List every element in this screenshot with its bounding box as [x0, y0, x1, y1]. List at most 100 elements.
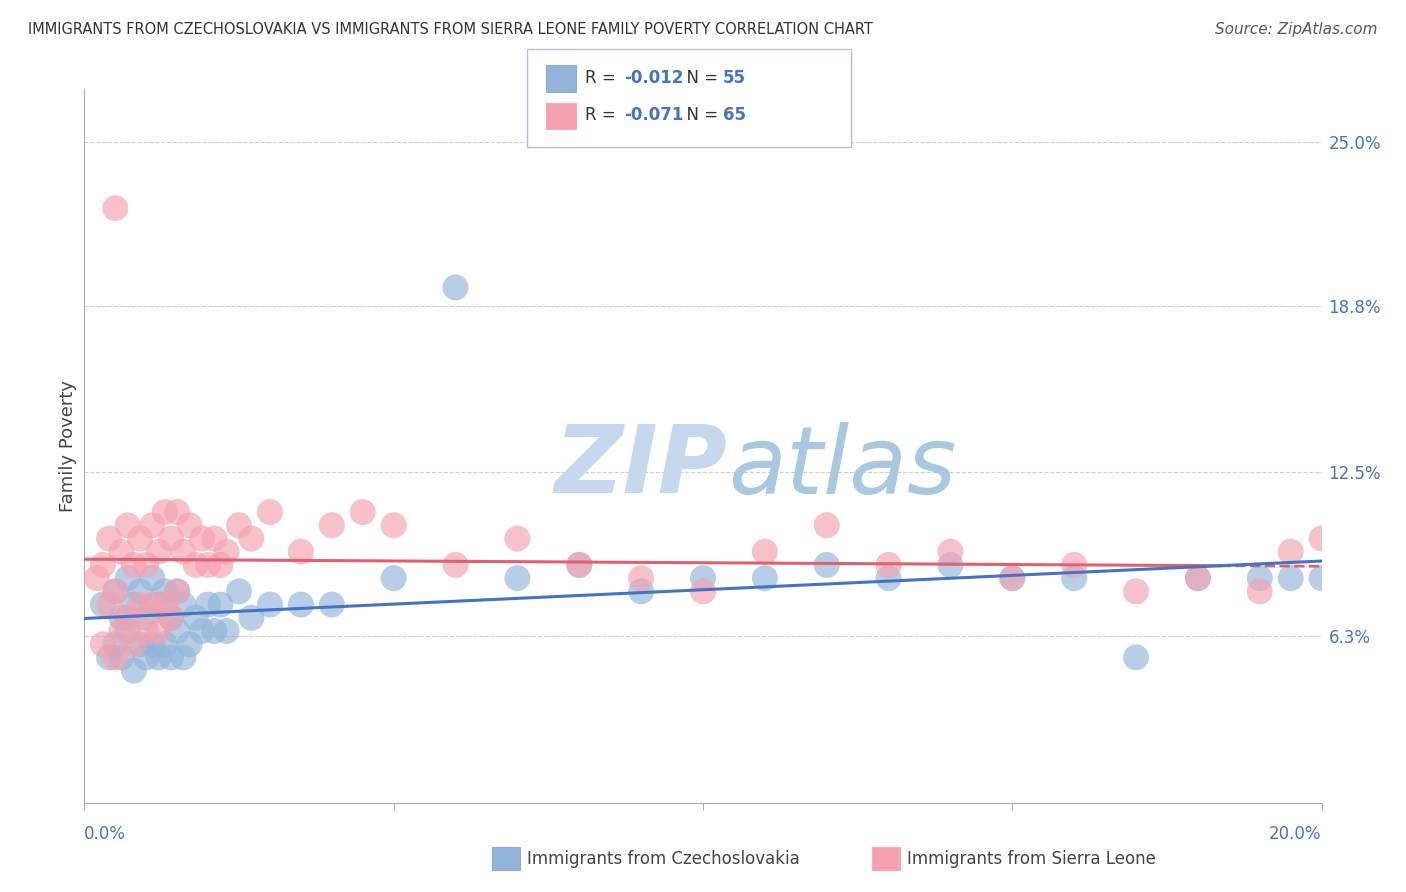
Point: [1279, 545, 1302, 559]
Point: [172, 598, 194, 612]
Point: [1187, 571, 1209, 585]
Point: [110, 611, 132, 625]
Point: [172, 650, 194, 665]
Text: 20.0%: 20.0%: [1270, 825, 1322, 843]
Point: [122, 664, 145, 678]
Point: [1372, 558, 1395, 572]
Point: [321, 518, 343, 533]
Point: [1249, 584, 1271, 599]
Point: [197, 598, 219, 612]
Point: [1125, 650, 1147, 665]
Point: [91, 558, 114, 572]
Point: [877, 571, 900, 585]
Point: [1063, 558, 1085, 572]
Point: [240, 532, 263, 546]
Point: [228, 584, 250, 599]
Point: [104, 201, 127, 215]
Point: [166, 505, 188, 519]
Point: [1001, 571, 1024, 585]
Point: [630, 571, 652, 585]
Point: [1125, 584, 1147, 599]
Point: [148, 624, 170, 638]
Point: [259, 598, 281, 612]
Point: [506, 532, 529, 546]
Point: [135, 650, 157, 665]
Point: [110, 545, 132, 559]
Point: [630, 584, 652, 599]
Point: [122, 598, 145, 612]
Point: [98, 598, 121, 612]
Point: [91, 598, 114, 612]
Point: [197, 558, 219, 572]
Point: [184, 611, 207, 625]
Point: [754, 571, 776, 585]
Point: [172, 545, 194, 559]
Point: [129, 637, 152, 651]
Point: [506, 571, 529, 585]
Point: [179, 518, 201, 533]
Point: [1001, 571, 1024, 585]
Text: N =: N =: [676, 106, 724, 124]
Text: atlas: atlas: [728, 422, 956, 513]
Point: [117, 611, 139, 625]
Point: [1063, 571, 1085, 585]
Point: [135, 558, 157, 572]
Point: [877, 558, 900, 572]
Point: [382, 571, 405, 585]
Point: [160, 532, 183, 546]
Point: [209, 598, 232, 612]
Point: [166, 624, 188, 638]
Point: [382, 518, 405, 533]
Point: [939, 558, 962, 572]
Point: [117, 518, 139, 533]
Point: [117, 571, 139, 585]
Point: [98, 532, 121, 546]
Point: [290, 598, 312, 612]
Point: [568, 558, 591, 572]
Point: [215, 545, 238, 559]
Point: [129, 584, 152, 599]
Text: 55: 55: [723, 69, 745, 87]
Point: [202, 532, 225, 546]
Point: [86, 571, 108, 585]
Point: [444, 280, 467, 294]
Point: [129, 598, 152, 612]
Point: [290, 545, 312, 559]
Point: [153, 598, 176, 612]
Point: [91, 637, 114, 651]
Point: [166, 584, 188, 599]
Text: -0.071: -0.071: [624, 106, 683, 124]
Point: [160, 650, 183, 665]
Point: [259, 505, 281, 519]
Point: [160, 611, 183, 625]
Point: [1249, 571, 1271, 585]
Point: [228, 518, 250, 533]
Point: [129, 532, 152, 546]
Point: [148, 545, 170, 559]
Point: [160, 611, 183, 625]
Text: -0.012: -0.012: [624, 69, 683, 87]
Y-axis label: Family Poverty: Family Poverty: [59, 380, 77, 512]
Point: [148, 650, 170, 665]
Point: [104, 584, 127, 599]
Point: [141, 598, 163, 612]
Point: [122, 637, 145, 651]
Point: [122, 558, 145, 572]
Text: Source: ZipAtlas.com: Source: ZipAtlas.com: [1215, 22, 1378, 37]
Point: [135, 611, 157, 625]
Point: [352, 505, 374, 519]
Point: [209, 558, 232, 572]
Point: [148, 598, 170, 612]
Point: [166, 584, 188, 599]
Point: [153, 637, 176, 651]
Point: [110, 624, 132, 638]
Point: [110, 650, 132, 665]
Point: [179, 637, 201, 651]
Point: [321, 598, 343, 612]
Point: [141, 571, 163, 585]
Point: [135, 624, 157, 638]
Point: [153, 505, 176, 519]
Point: [815, 518, 838, 533]
Point: [153, 584, 176, 599]
Point: [104, 584, 127, 599]
